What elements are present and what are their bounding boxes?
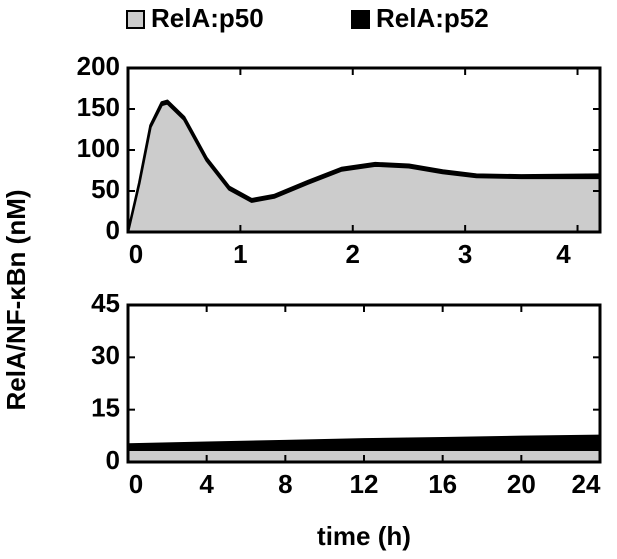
y-tick-label: 0 [106, 445, 120, 475]
legend-label: RelA:p50 [151, 3, 264, 33]
x-tick-label: 24 [572, 469, 601, 499]
y-tick-label: 30 [91, 340, 120, 370]
area [126, 434, 602, 452]
y-tick-label: 15 [91, 393, 120, 423]
x-tick-label: 0 [129, 239, 143, 269]
y-tick-label: 100 [77, 133, 120, 163]
legend-label: RelA:p52 [376, 3, 489, 33]
x-tick-label: 12 [350, 469, 379, 499]
x-tick-label: 0 [129, 469, 143, 499]
legend-swatch [351, 10, 370, 29]
x-axis-title: time (h) [317, 521, 411, 551]
x-tick-label: 2 [346, 239, 360, 269]
x-tick-label: 20 [507, 469, 536, 499]
y-tick-label: 150 [77, 92, 120, 122]
x-tick-label: 1 [233, 239, 247, 269]
x-tick-label: 16 [428, 469, 457, 499]
x-tick-label: 8 [278, 469, 292, 499]
y-tick-label: 200 [77, 51, 120, 81]
x-tick-label: 4 [199, 469, 214, 499]
legend-swatch [126, 10, 145, 29]
y-axis-title: RelA/NF-κBn (nM) [1, 189, 31, 410]
x-tick-label: 4 [556, 239, 571, 269]
y-tick-label: 50 [91, 174, 120, 204]
y-tick-label: 45 [91, 288, 120, 318]
y-tick-label: 0 [106, 215, 120, 245]
x-tick-label: 3 [458, 239, 472, 269]
